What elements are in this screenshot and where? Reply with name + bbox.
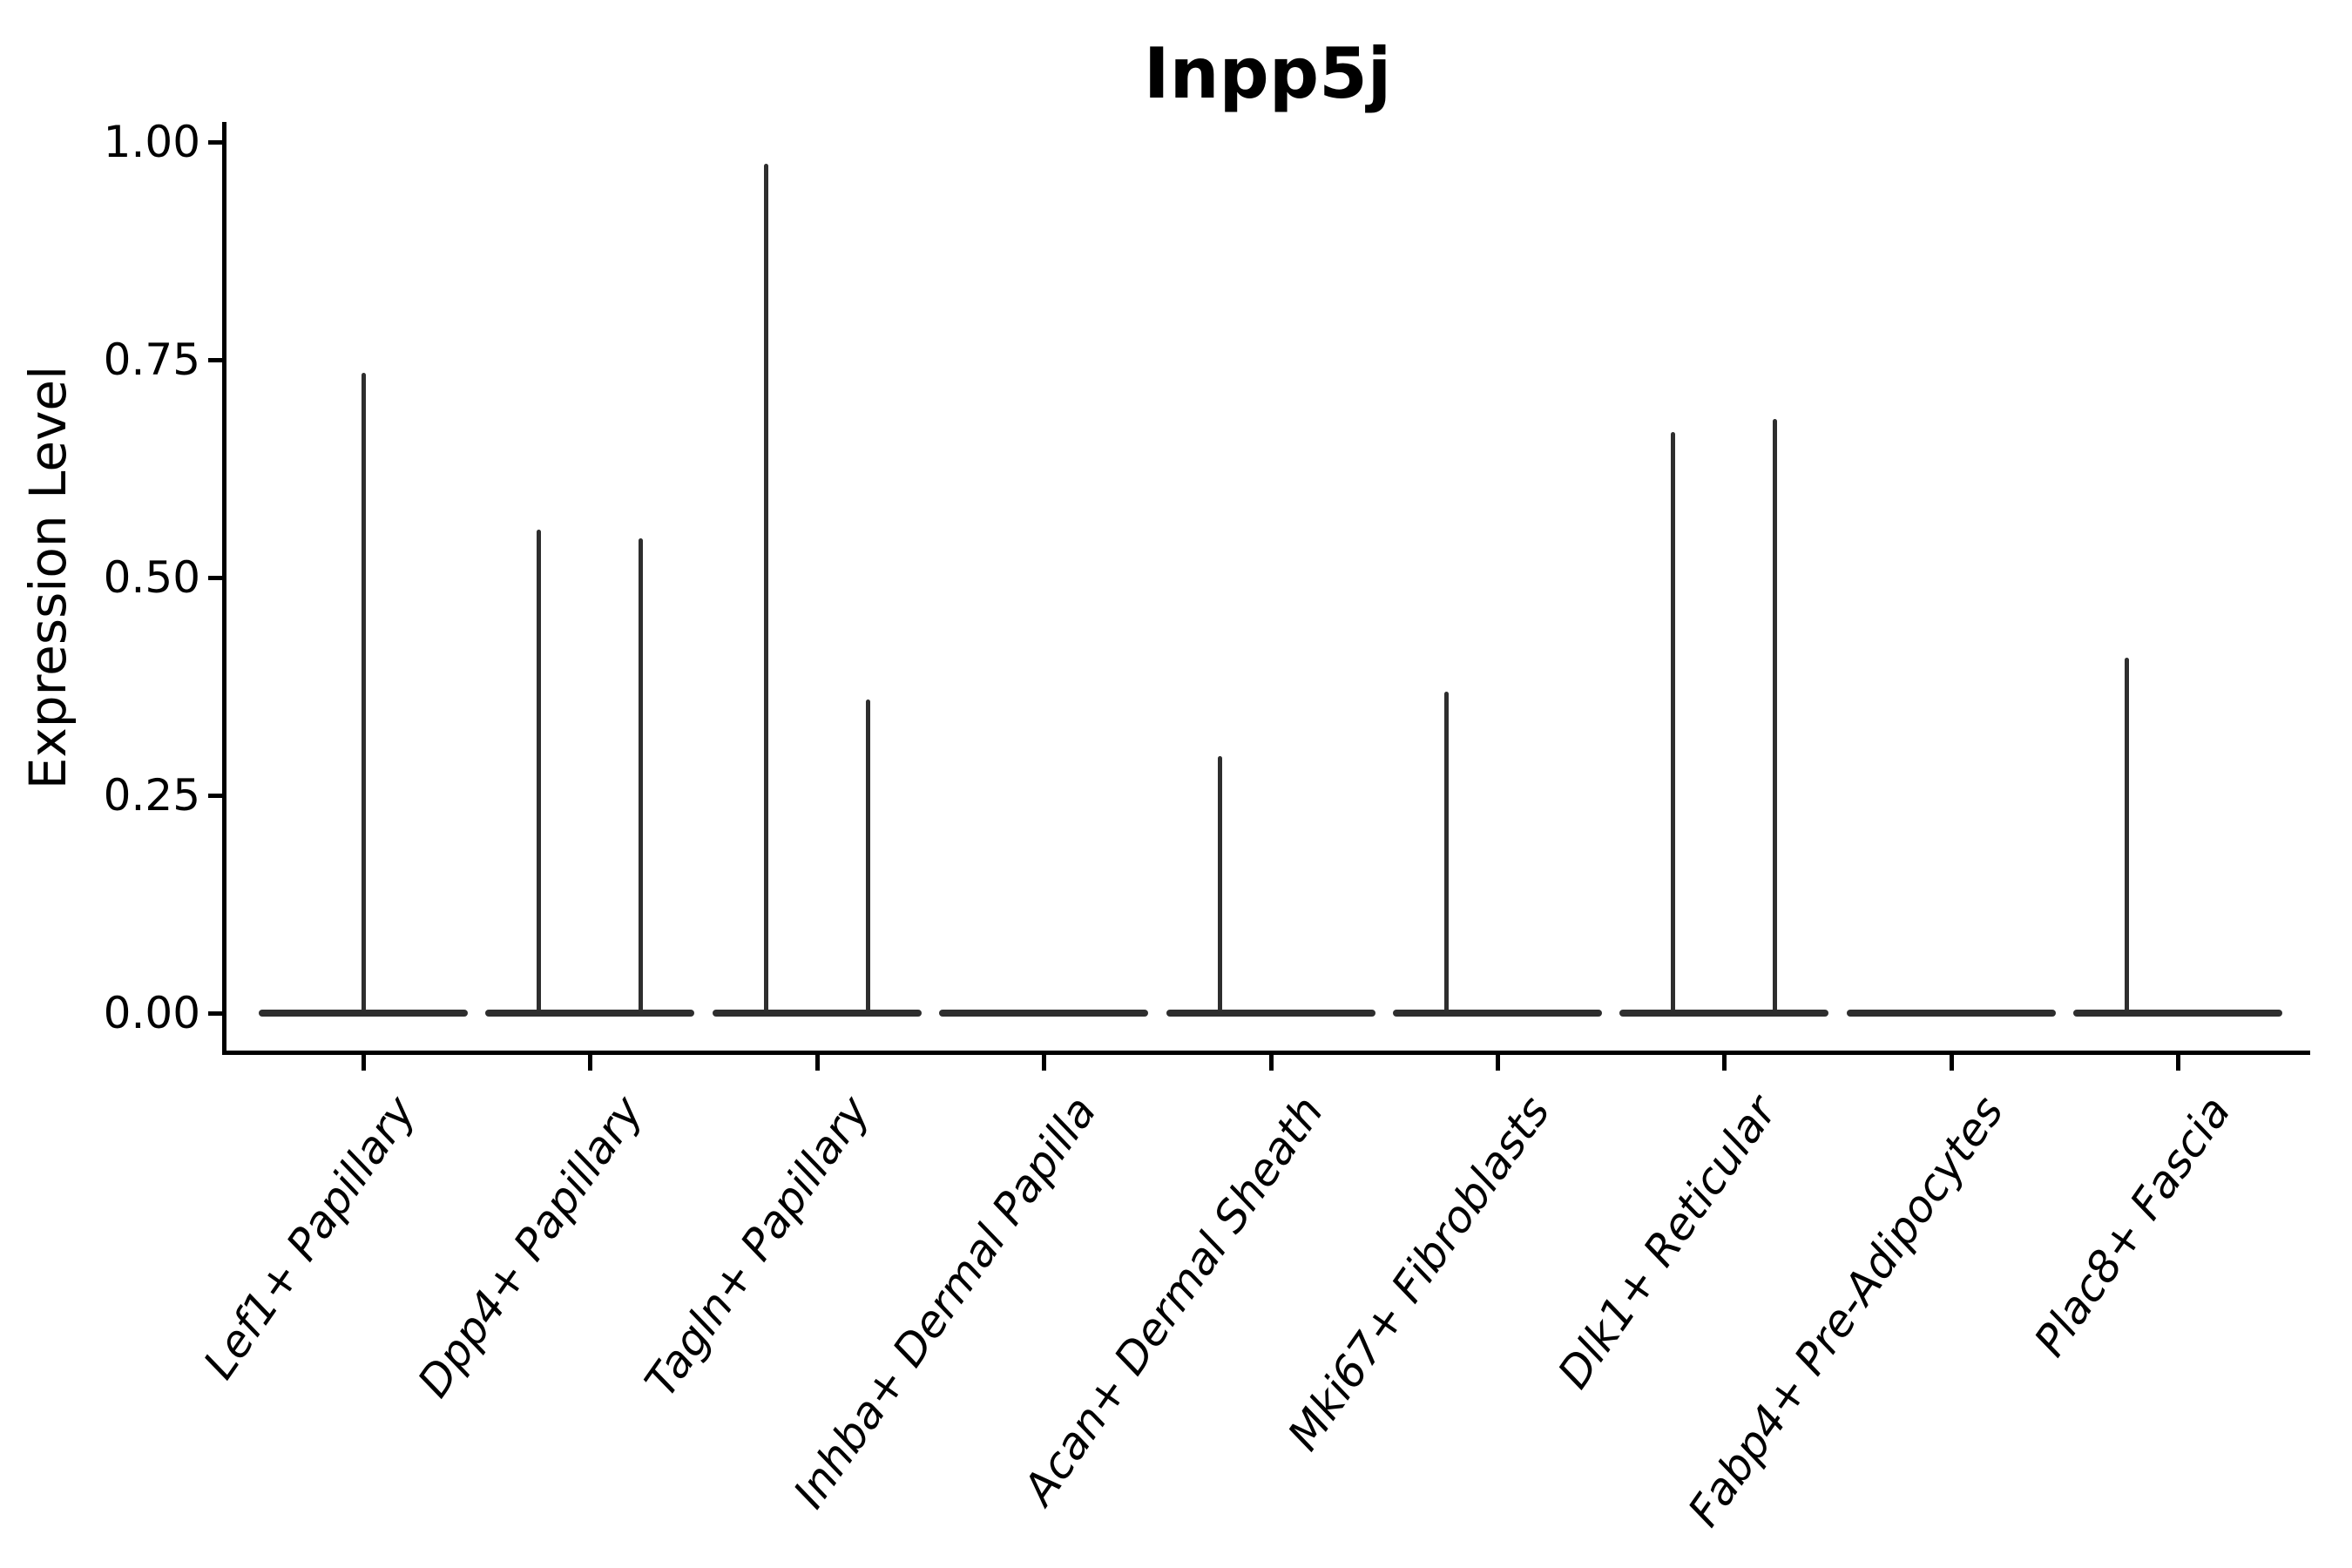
x-axis-spine: [222, 1051, 2310, 1055]
violin-baseline: [1619, 1010, 1829, 1017]
violin-spike: [1217, 756, 1222, 1013]
x-axis-tick-label: Dlk1+ Reticular: [1548, 1087, 1787, 1398]
y-axis-tick: [208, 140, 223, 145]
violin-spike: [361, 373, 366, 1013]
y-axis-tick-label: 1.00: [103, 117, 200, 167]
x-axis-tick-label: Tagln+ Papillary: [634, 1087, 880, 1406]
violin-baseline: [939, 1010, 1149, 1017]
violin-spike: [2125, 658, 2130, 1013]
violin-spike: [763, 164, 768, 1013]
y-axis-tick: [208, 576, 223, 580]
violin-baseline: [1393, 1010, 1602, 1017]
y-axis-tick-label: 0.75: [103, 335, 200, 385]
x-axis-tick-label: Lef1+ Papillary: [193, 1087, 426, 1389]
x-axis-tick: [1496, 1055, 1500, 1071]
x-axis-tick: [1042, 1055, 1047, 1071]
violin-baseline: [2073, 1010, 2283, 1017]
x-axis-tick: [588, 1055, 593, 1071]
violin-spike: [639, 538, 644, 1013]
violin-spike: [537, 530, 542, 1013]
y-axis-tick: [208, 794, 223, 798]
x-axis-tick: [1949, 1055, 1954, 1071]
y-axis-tick: [208, 1011, 223, 1016]
x-axis-tick: [814, 1055, 820, 1071]
violin-baseline: [259, 1010, 468, 1017]
violin-spike: [1773, 419, 1778, 1013]
violin-baseline: [1846, 1010, 2056, 1017]
chart-title: Inpp5j: [1143, 33, 1392, 114]
x-axis-tick-label: Plac8+ Fascia: [2024, 1087, 2240, 1366]
x-axis-tick-label: Mki67+ Fibroblasts: [1278, 1087, 1560, 1460]
violin-baseline: [712, 1010, 922, 1017]
violin-spike: [1671, 432, 1676, 1013]
x-axis-tick: [2176, 1055, 2181, 1071]
x-axis-tick: [1722, 1055, 1727, 1071]
y-axis-tick: [208, 358, 223, 362]
violin-baseline: [1166, 1010, 1375, 1017]
x-axis-tick-label: Dpp4+ Papillary: [408, 1087, 652, 1407]
y-axis-tick-label: 0.50: [103, 552, 200, 603]
y-axis-tick-label: 0.00: [103, 988, 200, 1038]
y-axis-spine: [222, 122, 226, 1055]
violin-baseline: [485, 1010, 695, 1017]
x-axis-tick: [1268, 1055, 1274, 1071]
x-axis-tick: [362, 1055, 366, 1071]
violin-spike: [865, 700, 870, 1013]
violin-spike: [1443, 692, 1449, 1013]
y-axis-tick-label: 0.25: [103, 770, 200, 821]
